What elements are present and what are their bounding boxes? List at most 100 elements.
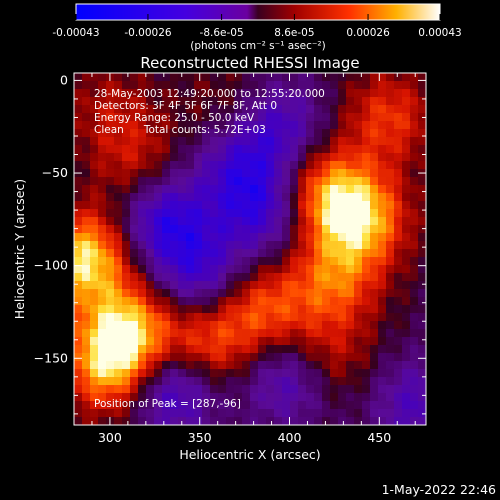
heatmap-cell bbox=[74, 193, 83, 202]
heatmap-cell bbox=[122, 265, 131, 274]
heatmap-cell bbox=[186, 193, 195, 202]
heatmap-cell bbox=[242, 241, 251, 250]
heatmap-cell bbox=[386, 121, 395, 130]
heatmap-cell bbox=[386, 233, 395, 242]
heatmap-cell bbox=[122, 129, 131, 138]
heatmap-cell bbox=[282, 121, 291, 130]
heatmap-cell bbox=[98, 265, 107, 274]
heatmap-cell bbox=[138, 145, 147, 154]
heatmap-cell bbox=[162, 377, 171, 386]
heatmap-cell bbox=[298, 81, 307, 90]
heatmap-cell bbox=[146, 161, 155, 170]
heatmap-cell bbox=[338, 353, 347, 362]
heatmap-cell bbox=[186, 265, 195, 274]
heatmap-cell bbox=[298, 401, 307, 410]
heatmap-cell bbox=[290, 393, 299, 402]
heatmap-cell bbox=[386, 265, 395, 274]
heatmap-cell bbox=[106, 217, 115, 226]
heatmap-cell bbox=[226, 305, 235, 314]
heatmap-cell bbox=[74, 401, 83, 410]
heatmap-cell bbox=[138, 313, 147, 322]
heatmap-cell bbox=[362, 121, 371, 130]
heatmap-cell bbox=[394, 353, 403, 362]
heatmap-cell bbox=[218, 289, 227, 298]
heatmap-cell bbox=[202, 393, 211, 402]
heatmap-cell bbox=[162, 297, 171, 306]
heatmap-cell bbox=[226, 73, 235, 82]
heatmap-cell bbox=[314, 321, 323, 330]
heatmap-cell bbox=[242, 313, 251, 322]
heatmap-cell bbox=[114, 377, 123, 386]
heatmap-cell bbox=[162, 153, 171, 162]
heatmap-cell bbox=[242, 385, 251, 394]
heatmap-cell bbox=[410, 137, 419, 146]
heatmap-cell bbox=[362, 217, 371, 226]
heatmap-cell bbox=[162, 321, 171, 330]
heatmap-cell bbox=[210, 385, 219, 394]
heatmap-cell bbox=[218, 257, 227, 266]
heatmap-cell bbox=[74, 217, 83, 226]
heatmap-cell bbox=[354, 417, 363, 425]
heatmap-cell bbox=[242, 89, 251, 98]
heatmap-cell bbox=[226, 249, 235, 258]
heatmap-cell bbox=[330, 185, 339, 194]
heatmap-cell bbox=[210, 177, 219, 186]
heatmap-cell bbox=[306, 121, 315, 130]
heatmap-cell bbox=[346, 81, 355, 90]
heatmap-cell bbox=[194, 345, 203, 354]
heatmap-cell bbox=[186, 97, 195, 106]
heatmap-cell bbox=[186, 369, 195, 378]
heatmap-cell bbox=[146, 313, 155, 322]
heatmap-cell bbox=[418, 193, 426, 202]
heatmap-cell bbox=[194, 145, 203, 154]
heatmap-cell bbox=[114, 329, 123, 338]
heatmap-cell bbox=[138, 169, 147, 178]
heatmap-cell bbox=[266, 137, 275, 146]
heatmap-cell bbox=[378, 177, 387, 186]
heatmap-cell bbox=[82, 353, 91, 362]
heatmap-cell bbox=[202, 281, 211, 290]
heatmap-cell bbox=[402, 121, 411, 130]
heatmap-cell bbox=[258, 401, 267, 410]
heatmap-cell bbox=[266, 249, 275, 258]
heatmap-cell bbox=[106, 185, 115, 194]
heatmap-cell bbox=[362, 353, 371, 362]
heatmap-cell bbox=[354, 257, 363, 266]
heatmap-cell bbox=[402, 97, 411, 106]
heatmap-cell bbox=[274, 81, 283, 90]
heatmap-cell bbox=[186, 137, 195, 146]
heatmap-cell bbox=[314, 225, 323, 234]
heatmap-cell bbox=[250, 353, 259, 362]
heatmap-cell bbox=[338, 201, 347, 210]
heatmap-cell bbox=[362, 113, 371, 122]
heatmap-cell bbox=[106, 353, 115, 362]
heatmap-cell bbox=[290, 329, 299, 338]
heatmap-cell bbox=[114, 209, 123, 218]
heatmap-cell bbox=[90, 177, 99, 186]
heatmap-cell bbox=[346, 193, 355, 202]
heatmap-cell bbox=[162, 417, 171, 425]
heatmap-cell bbox=[98, 257, 107, 266]
heatmap-cell bbox=[306, 297, 315, 306]
heatmap-cell bbox=[250, 329, 259, 338]
heatmap-cell bbox=[418, 273, 426, 282]
heatmap-cell bbox=[194, 113, 203, 122]
heatmap-cell bbox=[258, 289, 267, 298]
heatmap-cell bbox=[98, 297, 107, 306]
heatmap-cell bbox=[290, 105, 299, 114]
heatmap-cell bbox=[322, 377, 331, 386]
heatmap-cell bbox=[82, 273, 91, 282]
heatmap-cell bbox=[90, 345, 99, 354]
heatmap-cell bbox=[218, 345, 227, 354]
heatmap-cell bbox=[162, 393, 171, 402]
heatmap-cell bbox=[266, 129, 275, 138]
heatmap-cell bbox=[98, 137, 107, 146]
heatmap-cell bbox=[362, 145, 371, 154]
heatmap-cell bbox=[162, 313, 171, 322]
heatmap-cell bbox=[322, 353, 331, 362]
heatmap-cell bbox=[298, 169, 307, 178]
heatmap-cell bbox=[306, 289, 315, 298]
heatmap-cell bbox=[418, 145, 426, 154]
heatmap-cell bbox=[90, 393, 99, 402]
heatmap-cell bbox=[322, 129, 331, 138]
